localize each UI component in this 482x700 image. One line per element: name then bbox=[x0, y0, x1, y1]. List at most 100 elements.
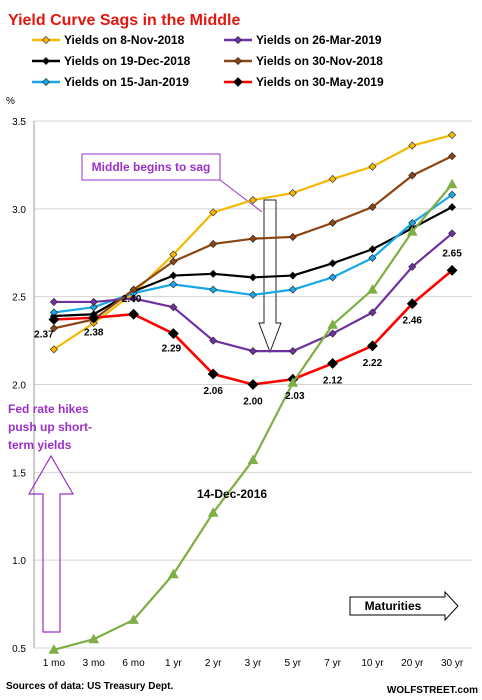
grid-lines bbox=[33, 120, 472, 649]
brand-label: WOLFSTREET.com bbox=[387, 685, 478, 696]
series-2 bbox=[49, 190, 457, 317]
series-point bbox=[406, 298, 418, 310]
series-point bbox=[287, 377, 299, 387]
series-point bbox=[209, 285, 218, 294]
x-tick-label: 10 yr bbox=[361, 658, 384, 669]
legend-label: Yields on 19-Dec-2018 bbox=[64, 54, 191, 68]
data-label: 2.00 bbox=[243, 397, 263, 408]
series-point bbox=[247, 379, 259, 390]
legend: Yields on 8-Nov-2018 Yields on 26-Mar-201… bbox=[32, 33, 384, 89]
x-tick-label: 2 yr bbox=[205, 658, 222, 669]
x-tick-label: 1 mo bbox=[43, 658, 66, 669]
y-axis-unit-label: % bbox=[6, 96, 15, 107]
series-5 bbox=[48, 264, 458, 390]
legend-item: Yields on 26-Mar-2019 bbox=[224, 33, 382, 47]
legend-label: Yields on 26-Mar-2019 bbox=[256, 33, 382, 47]
series-point bbox=[169, 303, 178, 312]
series-point bbox=[167, 328, 179, 339]
sag-callout-box bbox=[81, 153, 221, 181]
series-point bbox=[49, 297, 58, 306]
series-point bbox=[48, 314, 60, 325]
series-point bbox=[327, 357, 339, 369]
annotation-arrows bbox=[27, 153, 282, 633]
series-point bbox=[209, 336, 218, 345]
series-point bbox=[128, 308, 139, 320]
series-point bbox=[288, 271, 297, 280]
series-point bbox=[88, 312, 100, 324]
chart-title: Yield Curve Sags in the Middle bbox=[8, 12, 240, 29]
series-point bbox=[446, 178, 458, 189]
series-6 bbox=[48, 178, 458, 654]
series-point bbox=[248, 273, 258, 282]
series-point bbox=[448, 203, 457, 212]
series-4 bbox=[49, 152, 457, 333]
series-point bbox=[207, 507, 219, 517]
series-lines bbox=[48, 131, 458, 654]
legend-item: Yields on 8-Nov-2018 bbox=[32, 33, 185, 47]
series-point bbox=[368, 203, 377, 212]
series-point bbox=[248, 234, 258, 243]
legend-swatch-marker bbox=[233, 77, 243, 87]
legend-label: Yields on 15-Jan-2019 bbox=[64, 75, 189, 89]
series-point bbox=[328, 259, 337, 268]
x-tick-label: 30 yr bbox=[441, 658, 464, 669]
series-point bbox=[368, 245, 377, 254]
series-point bbox=[128, 614, 139, 624]
data-label: 2.29 bbox=[162, 344, 182, 355]
series-point bbox=[328, 174, 337, 183]
data-label: 2.22 bbox=[363, 358, 383, 369]
x-tick-label: 1 yr bbox=[165, 658, 182, 669]
series-point bbox=[129, 294, 138, 303]
fed-annotation-line-2: push up short- bbox=[8, 420, 92, 434]
legend-swatch-marker bbox=[41, 35, 51, 45]
series-point bbox=[209, 208, 218, 217]
fed-annotation-line-1: Fed rate hikes bbox=[8, 402, 89, 416]
series-point bbox=[328, 273, 337, 282]
maturities-label: Maturities bbox=[365, 599, 422, 613]
series-point bbox=[89, 297, 98, 306]
series-point bbox=[408, 262, 417, 271]
series-point bbox=[408, 141, 417, 150]
series-point bbox=[406, 226, 418, 236]
y-tick-label: 2.5 bbox=[12, 293, 26, 304]
source-note: Sources of data: US Treasury Dept. bbox=[6, 681, 173, 692]
maturities-arrow: Maturities bbox=[349, 590, 459, 622]
data-label: 2.40 bbox=[122, 294, 142, 305]
data-label: 2.38 bbox=[84, 328, 104, 339]
y-tick-label: 0.5 bbox=[12, 644, 26, 655]
legend-swatch-marker bbox=[233, 35, 243, 45]
data-label: 2.37 bbox=[34, 330, 54, 341]
y-tick-label: 1.5 bbox=[12, 468, 26, 479]
legend-item: Yields on 19-Dec-2018 bbox=[32, 54, 191, 68]
legend-swatch-marker bbox=[41, 56, 51, 66]
series-point bbox=[368, 308, 377, 317]
series-point bbox=[328, 329, 337, 338]
x-tick-label: 3 mo bbox=[83, 658, 106, 669]
series-point bbox=[247, 454, 259, 465]
series-point bbox=[408, 171, 417, 180]
x-tick-labels: 1 mo 3 mo 6 mo 1 yr 2 yr 3 yr 5 yr 7 yr 10 yr 20 … bbox=[43, 658, 464, 669]
series-point bbox=[448, 152, 457, 161]
series-point bbox=[448, 190, 457, 199]
data-label: 2.12 bbox=[323, 375, 343, 386]
series-point bbox=[368, 253, 377, 263]
series-line bbox=[53, 183, 453, 651]
legend-label: Yields on 8-Nov-2018 bbox=[64, 33, 185, 47]
series-point bbox=[168, 568, 179, 579]
sag-annotation-text: Middle begins to sag bbox=[92, 160, 211, 174]
fed-up-arrow bbox=[27, 454, 75, 633]
series-point bbox=[88, 633, 100, 644]
series-point bbox=[328, 218, 337, 227]
fed-annotation-text: Fed rate hikes push up short- term yield… bbox=[8, 402, 92, 452]
series-point bbox=[368, 162, 377, 171]
series-point bbox=[288, 285, 297, 294]
series-point bbox=[446, 264, 458, 276]
series-point bbox=[248, 290, 258, 299]
sag-down-arrow bbox=[258, 199, 282, 354]
series-line bbox=[53, 269, 453, 386]
y-tick-label: 3.0 bbox=[12, 205, 26, 216]
series-point bbox=[48, 644, 60, 654]
sag-annotation: Middle begins to sag bbox=[92, 160, 211, 174]
legend-item: Yields on 15-Jan-2019 bbox=[32, 75, 189, 89]
